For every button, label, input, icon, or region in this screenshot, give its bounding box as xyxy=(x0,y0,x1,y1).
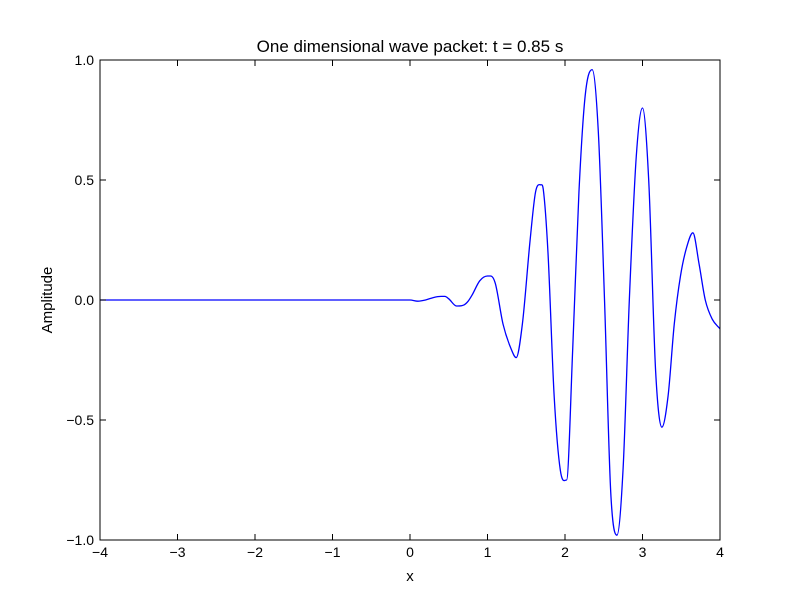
y-axis-label: Amplitude xyxy=(39,267,56,334)
y-tick-label: −0.5 xyxy=(66,412,94,428)
y-tick-label: −1.0 xyxy=(66,532,94,548)
x-tick-label: 0 xyxy=(406,544,414,560)
x-tick-label: 2 xyxy=(561,544,569,560)
tick-layer: −4 −3 −2 −1 0 1 2 3 4 −1.0 −0.5 0.0 0.5 1.0 xyxy=(66,52,724,560)
wave-packet-line xyxy=(99,68,721,536)
x-tick-label: 3 xyxy=(639,544,647,560)
x-tick-label: 4 xyxy=(716,544,724,560)
data-layer xyxy=(99,68,721,536)
x-tick-label: −1 xyxy=(325,544,341,560)
x-tick-label: −3 xyxy=(170,544,186,560)
x-tick-label: 1 xyxy=(484,544,492,560)
plot-frame xyxy=(99,59,721,541)
y-tick-label: 1.0 xyxy=(75,52,95,68)
x-tick-label: −4 xyxy=(92,544,108,560)
x-tick-label: −2 xyxy=(247,544,263,560)
y-tick-label: 0.0 xyxy=(75,292,95,308)
y-tick-label: 0.5 xyxy=(75,172,95,188)
x-axis-label: x xyxy=(406,568,414,585)
chart-title: One dimensional wave packet: t = 0.85 s xyxy=(257,37,564,56)
